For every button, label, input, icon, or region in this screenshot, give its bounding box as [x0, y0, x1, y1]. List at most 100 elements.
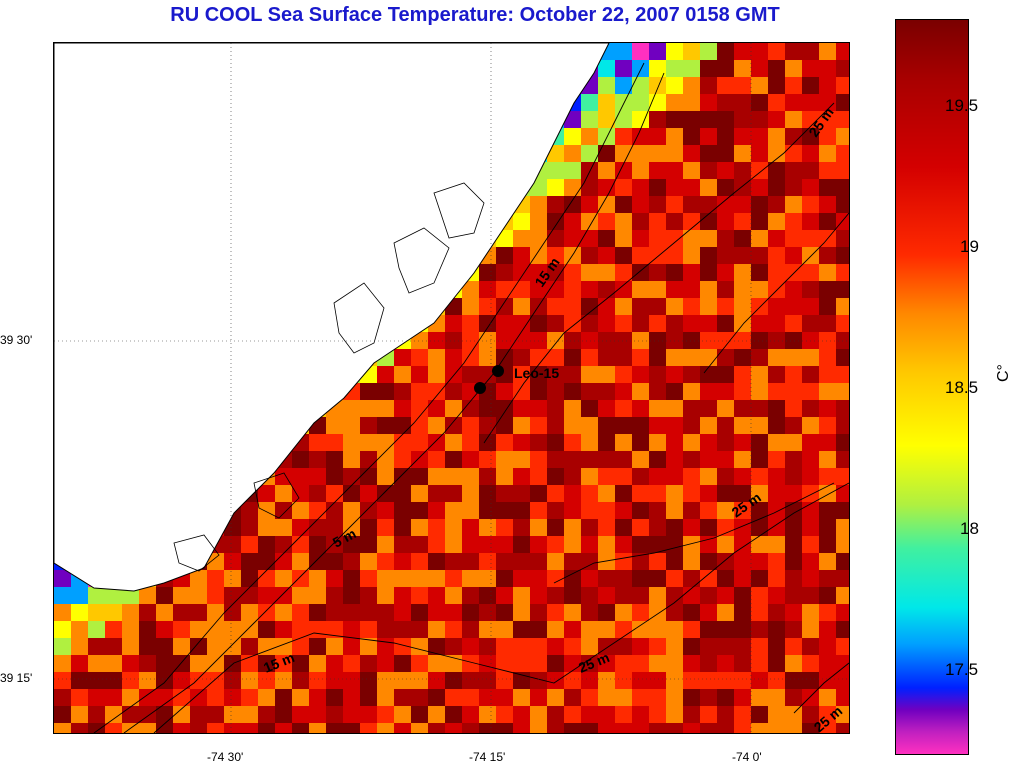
sst-cell [360, 519, 377, 536]
sst-cell [700, 638, 717, 655]
sst-map[interactable]: Leo-15 25 m 15 m 5 m 25 m 15 m 25 m 25 m [53, 42, 850, 734]
sst-cell [564, 723, 581, 733]
sst-cell [462, 349, 479, 366]
sst-cell [343, 621, 360, 638]
sst-cell [632, 111, 649, 128]
sst-cell [666, 43, 683, 60]
sst-cell [683, 77, 700, 94]
sst-cell [326, 706, 343, 723]
sst-cell [751, 621, 768, 638]
sst-cell [428, 383, 445, 400]
sst-cell [649, 536, 666, 553]
sst-cell [819, 366, 836, 383]
sst-cell [683, 128, 700, 145]
sst-cell [173, 587, 190, 604]
sst-cell [377, 468, 394, 485]
sst-cell [530, 417, 547, 434]
sst-cell [241, 502, 258, 519]
sst-cell [615, 451, 632, 468]
sst-cell [462, 587, 479, 604]
sst-cell [683, 638, 700, 655]
sst-cell [785, 485, 802, 502]
sst-cell [683, 43, 700, 60]
sst-cell [530, 570, 547, 587]
sst-cell [479, 519, 496, 536]
sst-cell [564, 400, 581, 417]
sst-cell [496, 332, 513, 349]
sst-cell [700, 332, 717, 349]
sst-cell [598, 179, 615, 196]
sst-cell [360, 723, 377, 733]
sst-cell [479, 332, 496, 349]
sst-cell [496, 706, 513, 723]
sst-cell [479, 621, 496, 638]
sst-cell [564, 621, 581, 638]
sst-cell [717, 485, 734, 502]
sst-cell [700, 536, 717, 553]
sst-cell [411, 655, 428, 672]
sst-cell [326, 553, 343, 570]
sst-cell [666, 281, 683, 298]
sst-cell [581, 417, 598, 434]
sst-cell [632, 451, 649, 468]
sst-cell [632, 638, 649, 655]
sst-cell [564, 213, 581, 230]
sst-cell [411, 400, 428, 417]
sst-cell [207, 689, 224, 706]
station-marker[interactable] [492, 365, 504, 377]
sst-cell [683, 366, 700, 383]
sst-cell [88, 655, 105, 672]
sst-cell [683, 162, 700, 179]
sst-cell [615, 655, 632, 672]
sst-cell [479, 587, 496, 604]
sst-cell [649, 621, 666, 638]
sst-cell [768, 298, 785, 315]
sst-cell [768, 621, 785, 638]
sst-cell [445, 621, 462, 638]
sst-cell [717, 383, 734, 400]
sst-cell [632, 196, 649, 213]
sst-cell [615, 723, 632, 733]
sst-cell [496, 281, 513, 298]
sst-cell [513, 366, 530, 383]
sst-cell [394, 638, 411, 655]
sst-cell [598, 570, 615, 587]
sst-cell [632, 536, 649, 553]
sst-cell [241, 672, 258, 689]
sst-cell [768, 179, 785, 196]
sst-cell [802, 213, 819, 230]
sst-cell [479, 536, 496, 553]
sst-cell [496, 502, 513, 519]
sst-cell [649, 349, 666, 366]
sst-cell [598, 502, 615, 519]
sst-cell [462, 400, 479, 417]
sst-cell [394, 366, 411, 383]
sst-cell [343, 706, 360, 723]
sst-cell [615, 332, 632, 349]
sst-cell [71, 604, 88, 621]
sst-cell [411, 332, 428, 349]
sst-cell [598, 587, 615, 604]
sst-cell [802, 536, 819, 553]
sst-cell [802, 502, 819, 519]
sst-cell [156, 706, 173, 723]
sst-cell [513, 247, 530, 264]
sst-cell [768, 706, 785, 723]
sst-cell [360, 621, 377, 638]
sst-cell [819, 706, 836, 723]
sst-cell [632, 77, 649, 94]
sst-cell [275, 468, 292, 485]
sst-cell [122, 706, 139, 723]
sst-cell [581, 400, 598, 417]
sst-cell [326, 587, 343, 604]
sst-cell [343, 587, 360, 604]
sst-cell [598, 213, 615, 230]
sst-cell [768, 162, 785, 179]
sst-cell [581, 451, 598, 468]
sst-cell [598, 553, 615, 570]
station-marker[interactable] [474, 382, 486, 394]
sst-cell [479, 366, 496, 383]
sst-cell [649, 434, 666, 451]
sst-cell [768, 196, 785, 213]
sst-cell [717, 672, 734, 689]
